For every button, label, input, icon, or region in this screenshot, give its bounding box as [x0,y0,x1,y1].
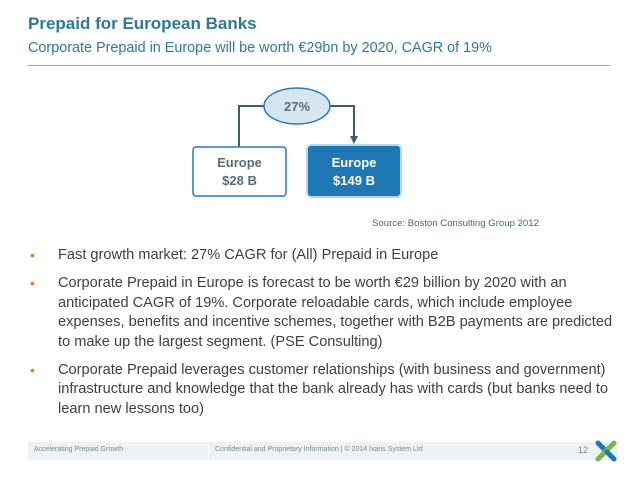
slide-title: Prepaid for European Banks [28,14,257,33]
ixaris-logo-icon [595,440,617,462]
europe-forecast-label: Europe [332,155,377,170]
bullet-item: • Corporate Prepaid in Europe is forecas… [28,274,624,352]
footer-copyright: Confidential and Proprietary Information… [215,446,423,453]
slide-footer: Accelerating Prepaid Growth Confidential… [28,440,618,462]
growth-rate-label: 27% [284,99,310,114]
bullet-text: Corporate Prepaid in Europe is forecast … [58,275,613,350]
bullet-dot-icon: • [30,362,35,379]
europe-current-label: Europe [217,155,262,170]
page-number: 12 [577,445,588,455]
europe-current-box [192,146,287,197]
growth-diagram: 27% Europe $28 B Europe $149 B [192,87,402,198]
title-divider [28,65,610,66]
bullet-dot-icon: • [30,275,35,292]
source-citation: Source: Boston Consulting Group 2012 [372,218,539,229]
footer-tagline: Accelerating Prepaid Growth [34,446,124,453]
bullet-list: • Fast growth market: 27% CAGR for (All)… [28,246,624,428]
europe-forecast-value: $149 B [333,173,375,188]
europe-forecast-box [306,144,402,198]
bullet-text: Fast growth market: 27% CAGR for (All) P… [58,247,439,263]
bullet-item: • Corporate Prepaid leverages customer r… [28,361,624,419]
bullet-dot-icon: • [30,247,35,263]
europe-current-value: $28 B [222,173,257,188]
growth-rate-bubble [263,87,331,125]
bullet-item: • Fast growth market: 27% CAGR for (All)… [28,246,624,265]
growth-arrow [238,105,354,147]
slide-subtitle: Corporate Prepaid in Europe will be wort… [28,40,492,56]
bullet-text: Corporate Prepaid leverages customer rel… [58,362,609,417]
footer-divider [208,444,209,458]
